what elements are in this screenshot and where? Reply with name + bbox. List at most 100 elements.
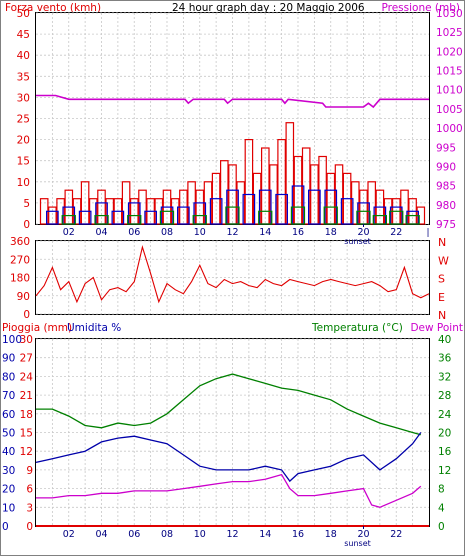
wind-bar (192, 215, 207, 225)
compass-label: W (438, 254, 449, 267)
grid-layer (36, 12, 429, 527)
humidity-tick-label: 10 (2, 502, 15, 514)
x-tick-label: 02 (63, 227, 75, 238)
wind-bar (225, 206, 240, 225)
wind-bar (258, 210, 273, 225)
wind-bar (78, 210, 92, 225)
x-tick-label: 14 (259, 529, 271, 540)
x-tick-label: 22 (390, 227, 402, 238)
wind-tick-label: 5 (23, 198, 30, 210)
temperature-tick-label: 16 (438, 446, 452, 458)
pressure-tick-label: 990 (436, 161, 456, 173)
wind-bar (111, 210, 125, 225)
pressure-tick-label: 1020 (436, 46, 463, 58)
rain-tick-label: 24 (20, 371, 34, 383)
temperature-tick-label: 12 (438, 465, 451, 477)
compass-label: N (438, 236, 446, 249)
dewpoint-line (36, 473, 422, 508)
pressure-axis-title: Pressione (mb) (381, 2, 460, 14)
dewpoint-axis-title: Dew Point (410, 322, 463, 334)
x-tick-label: 18 (325, 227, 337, 238)
rain-axis-title: Pioggia (mm) (2, 322, 72, 334)
wind-bar (45, 210, 59, 225)
pressure-tick-label: 1030 (436, 8, 463, 20)
wind-bar (285, 122, 295, 225)
rain-tick-label: 18 (20, 409, 33, 421)
humidity-tick-label: 70 (2, 390, 15, 402)
rain-tick-label: 3 (26, 502, 33, 514)
direction-line (35, 245, 430, 304)
wind-bar (252, 172, 262, 225)
temperature-tick-label: 40 (438, 334, 451, 346)
x-tick-label: 14 (259, 227, 271, 238)
wind-bar (61, 215, 76, 225)
wind-bar (236, 181, 246, 225)
pressure-tick-label: 1005 (436, 104, 463, 116)
direction-tick-label: 360 (10, 236, 30, 248)
wind-axis-title: Forza vento (kmh) (5, 2, 101, 14)
x-tick-label: 08 (161, 529, 173, 540)
direction-tick-label: 90 (17, 291, 30, 303)
temperature-tick-label: 32 (438, 371, 451, 383)
x-tick-label: 20 (357, 227, 369, 238)
wind-bar (340, 198, 354, 225)
sunset-label: sunset (344, 539, 371, 548)
x-tick-label: 04 (95, 529, 107, 540)
wind-tick-label: 25 (17, 114, 30, 126)
wind-bar (308, 189, 321, 225)
x-tick-label: 16 (292, 227, 304, 238)
x-tick-label: 20 (357, 529, 369, 540)
rain-tick-label: 27 (20, 353, 33, 365)
x-tick-label: 08 (161, 227, 173, 238)
humidity-tick-label: 80 (2, 371, 15, 383)
x-tick-label: 18 (325, 529, 337, 540)
temperature-tick-label: 20 (438, 428, 451, 440)
x-tick-label: 12 (226, 529, 238, 540)
pressure-tick-label: 1015 (436, 66, 463, 78)
wind-tick-label: 0 (23, 219, 30, 231)
temperature-tick-label: 24 (438, 409, 452, 421)
end-tick-mark: | (426, 228, 429, 238)
humidity-tick-label: 20 (2, 484, 15, 496)
humidity-tick-label: 30 (2, 465, 15, 477)
label-layer: 0510152025303540455097598098599099510001… (2, 8, 463, 548)
pressure-tick-label: 975 (436, 219, 456, 231)
wind-bar (177, 206, 190, 225)
wind-tick-label: 15 (17, 156, 30, 168)
direction-tick-label: 270 (10, 254, 30, 266)
humidity-tick-label: 50 (2, 428, 15, 440)
x-tick-label: 16 (292, 529, 304, 540)
pressure-tick-label: 1025 (436, 27, 463, 39)
compass-label: N (438, 309, 446, 322)
humidity-tick-label: 0 (2, 521, 9, 533)
humidity-axis-title: Umidita % (67, 322, 121, 334)
x-tick-label: 06 (128, 227, 140, 238)
temperature-axis-title: Temperatura (°C) (311, 322, 403, 334)
wind-bar (144, 210, 157, 225)
rain-tick-label: 12 (20, 446, 33, 458)
humidity-tick-label: 60 (2, 409, 15, 421)
temperature-tick-label: 0 (438, 521, 445, 533)
series-layer (35, 94, 430, 529)
pressure-tick-label: 995 (436, 142, 456, 154)
temperature-tick-label: 4 (438, 502, 445, 514)
wind-bar (275, 193, 288, 225)
rain-tick-label: 0 (26, 521, 33, 533)
wind-bar (372, 215, 387, 225)
rain-tick-label: 30 (20, 334, 33, 346)
wind-bar (389, 210, 404, 225)
wind-bar (159, 210, 175, 225)
panel-direction-frame (35, 240, 430, 315)
x-tick-label: 10 (194, 529, 206, 540)
wind-tick-label: 40 (17, 50, 30, 62)
humidity-line (35, 432, 422, 483)
pressure-tick-label: 985 (436, 181, 456, 193)
chart-title: 24 hour graph day : 20 Maggio 2006 (172, 2, 365, 14)
humidity-tick-label: 90 (2, 353, 15, 365)
humidity-tick-label: 40 (2, 446, 15, 458)
rain-tick-label: 9 (26, 465, 33, 477)
rain-tick-label: 21 (20, 390, 33, 402)
rain-tick-label: 15 (20, 428, 33, 440)
x-tick-label: 12 (226, 227, 238, 238)
